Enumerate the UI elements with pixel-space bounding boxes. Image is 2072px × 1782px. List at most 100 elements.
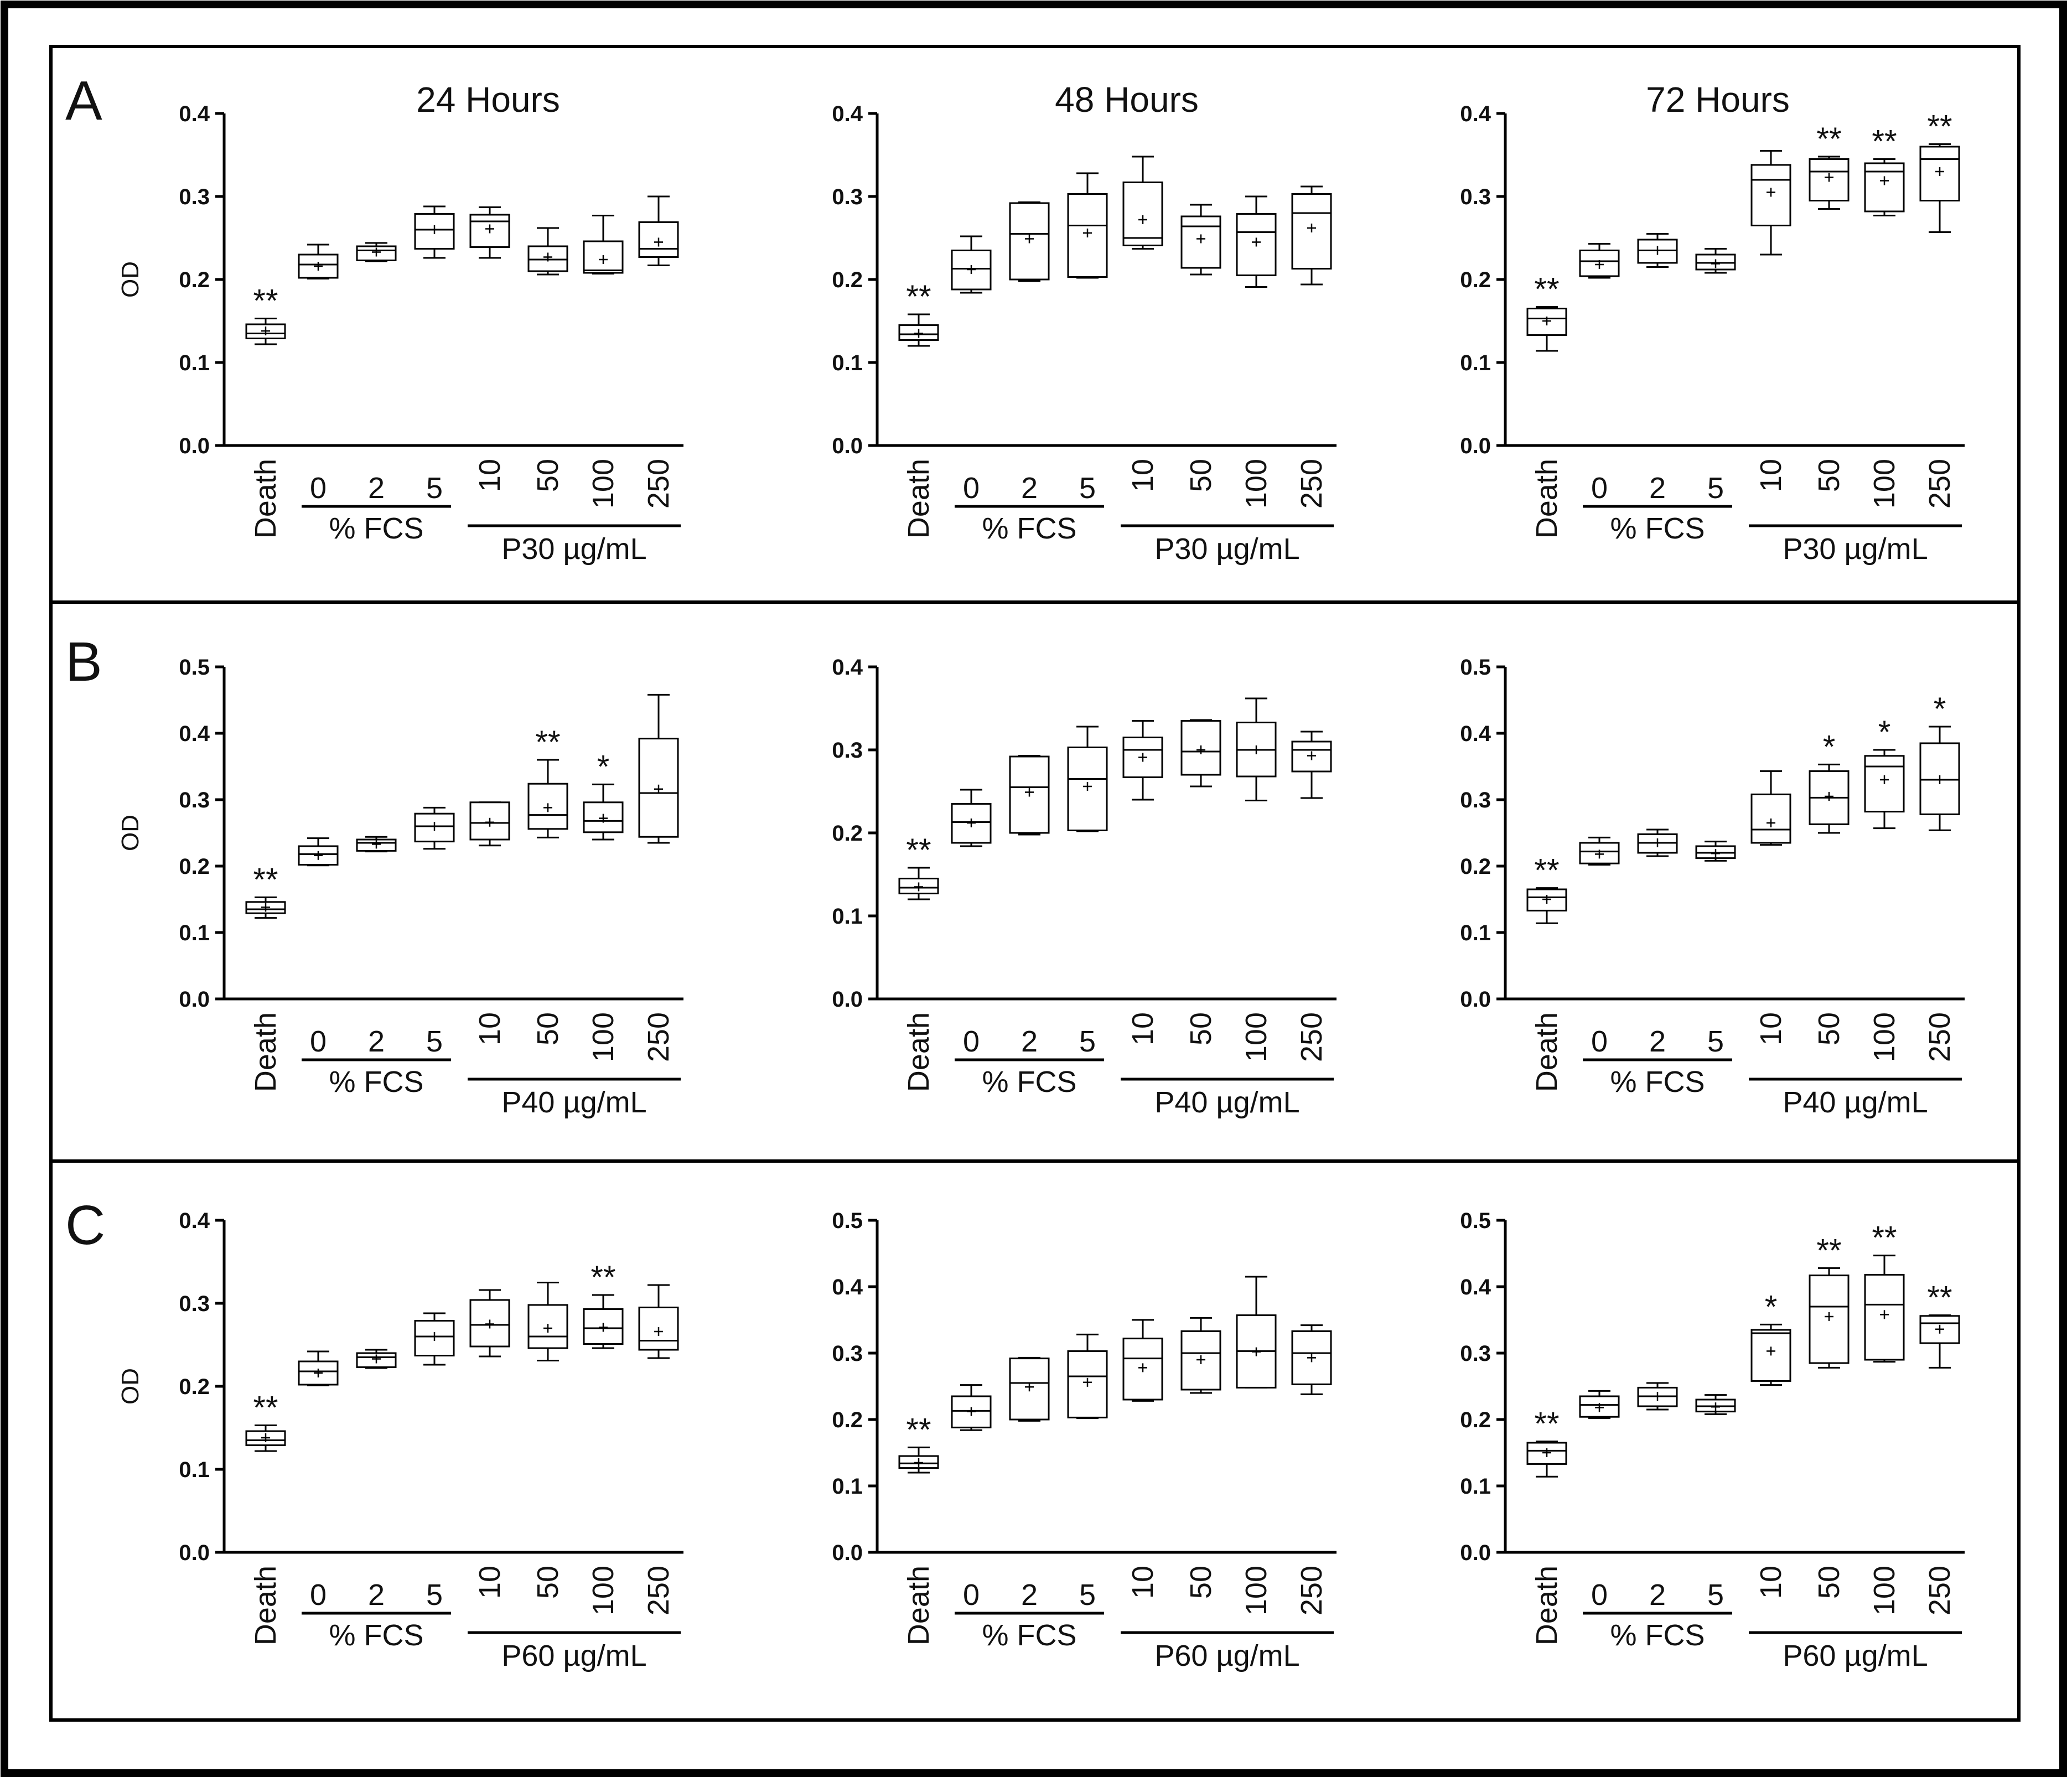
group-label-peptide: P40 µg/mL [1154,1086,1299,1119]
x-category-label: 250 [1923,1566,1956,1615]
y-tick-label: 0.3 [832,185,863,209]
box-10 [469,801,510,847]
y-tick-label: 0.4 [1460,722,1491,746]
box-100 [1236,1276,1277,1389]
box-250 [638,1284,679,1359]
y-tick-label: 0.0 [832,434,863,458]
x-category-label: Death [902,1012,935,1092]
y-tick-label: 0.2 [832,268,863,292]
box-50: ** [1809,1232,1850,1369]
x-category-label: 2 [1649,472,1666,505]
significance-marker: * [597,749,610,785]
box-2 [1009,755,1050,836]
box-250 [638,195,679,266]
y-tick-label: 0.2 [179,854,210,879]
y-tick-label: 0.2 [1460,854,1491,879]
x-category-label: 2 [368,1025,385,1058]
box-10 [469,206,510,259]
x-category-label: 2 [1021,1578,1038,1612]
box-10 [1750,150,1791,256]
y-tick-label: 0.0 [179,434,210,458]
y-tick-label: 0.0 [179,987,210,1012]
y-tick-label: 0.5 [1460,1209,1491,1233]
x-category-label: 50 [1184,459,1218,492]
box-5 [1067,1333,1108,1420]
box-100 [1236,697,1277,801]
y-tick-label: 0.0 [179,1541,210,1565]
box-chart: 0.00.10.20.30.40.5***** ****Death 0 2 5 10 50 1… [1460,1209,1965,1672]
box-50: ** [527,724,568,838]
x-category-label: 5 [426,472,443,505]
box-iqr [1291,1330,1332,1385]
box-iqr [527,1304,568,1349]
column-title: 48 Hours [1055,80,1199,120]
y-tick-label: 0.3 [832,738,863,763]
x-category-label: 10 [1754,1012,1788,1045]
group-label-fcs: % FCS [329,1065,423,1099]
box-5 [414,205,455,259]
x-category-label: 100 [1868,1012,1901,1062]
inner-frame [49,45,2021,1722]
group-label-fcs: % FCS [329,512,423,545]
y-tick-label: 0.3 [1460,1341,1491,1366]
x-category-label: 250 [1923,459,1956,509]
significance-marker: ** [253,862,278,898]
box-10 [1750,770,1791,846]
box-5 [1067,726,1108,832]
x-category-label: 100 [587,1012,620,1062]
box-iqr [1919,742,1960,815]
x-category-label: 100 [587,1566,620,1615]
significance-marker: ** [1816,121,1841,157]
significance-marker: * [1878,714,1891,750]
y-tick-label: 0.0 [1460,987,1491,1012]
y-tick-label: 0.2 [179,268,210,292]
x-category-label: 10 [1126,1012,1159,1045]
box-iqr [298,1360,339,1386]
y-tick-label: 0.4 [832,655,863,680]
box-iqr [1526,1442,1567,1465]
box-Death: ** [245,862,286,919]
box-5 [414,1312,455,1366]
x-category-label: 100 [587,459,620,509]
group-label-fcs: % FCS [982,512,1076,545]
significance-marker: ** [1872,1220,1897,1256]
x-category-label: 50 [531,459,564,492]
significance-marker: ** [1816,1232,1841,1268]
significance-marker: ** [535,724,560,760]
box-0 [298,837,339,867]
group-label-peptide: P60 µg/mL [1154,1639,1299,1672]
x-category-label: 2 [368,1578,385,1612]
y-tick-label: 0.5 [179,655,210,680]
x-category-label: 0 [963,472,980,505]
y-tick-label: 0.1 [179,921,210,945]
box-10 [1122,720,1163,801]
x-category-label: 5 [426,1578,443,1612]
y-axis-label: OD [117,815,144,851]
y-tick-label: 0.1 [1460,351,1491,375]
box-Death: ** [1526,272,1567,352]
box-0 [951,235,992,294]
box-2 [1637,828,1678,857]
box-250 [1291,731,1332,799]
box-2 [1637,233,1678,268]
x-category-label: 10 [473,1566,506,1599]
y-tick-label: 0.3 [179,1292,210,1316]
x-category-label: Death [249,1012,282,1092]
box-Death: ** [898,1412,939,1474]
x-category-label: 50 [1184,1012,1218,1045]
y-tick-label: 0.4 [1460,1275,1491,1299]
x-category-label: 0 [963,1578,980,1612]
x-category-label: 50 [1812,1566,1846,1599]
box-0 [1579,243,1620,279]
column-title: 24 Hours [416,80,560,120]
box-5 [1695,841,1736,862]
x-category-label: Death [1530,459,1563,538]
x-category-label: 50 [531,1012,564,1045]
box-2 [356,1349,397,1369]
x-category-label: 250 [1295,1012,1328,1062]
significance-marker: ** [1927,1280,1952,1316]
x-category-label: 2 [1021,472,1038,505]
x-category-label: 100 [1240,459,1273,509]
group-label-peptide: P30 µg/mL [1154,532,1299,566]
box-iqr [951,803,992,844]
